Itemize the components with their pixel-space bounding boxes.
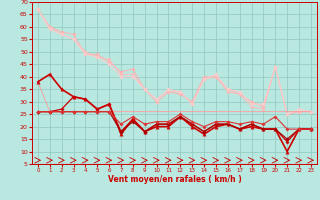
X-axis label: Vent moyen/en rafales ( km/h ): Vent moyen/en rafales ( km/h ) (108, 175, 241, 184)
